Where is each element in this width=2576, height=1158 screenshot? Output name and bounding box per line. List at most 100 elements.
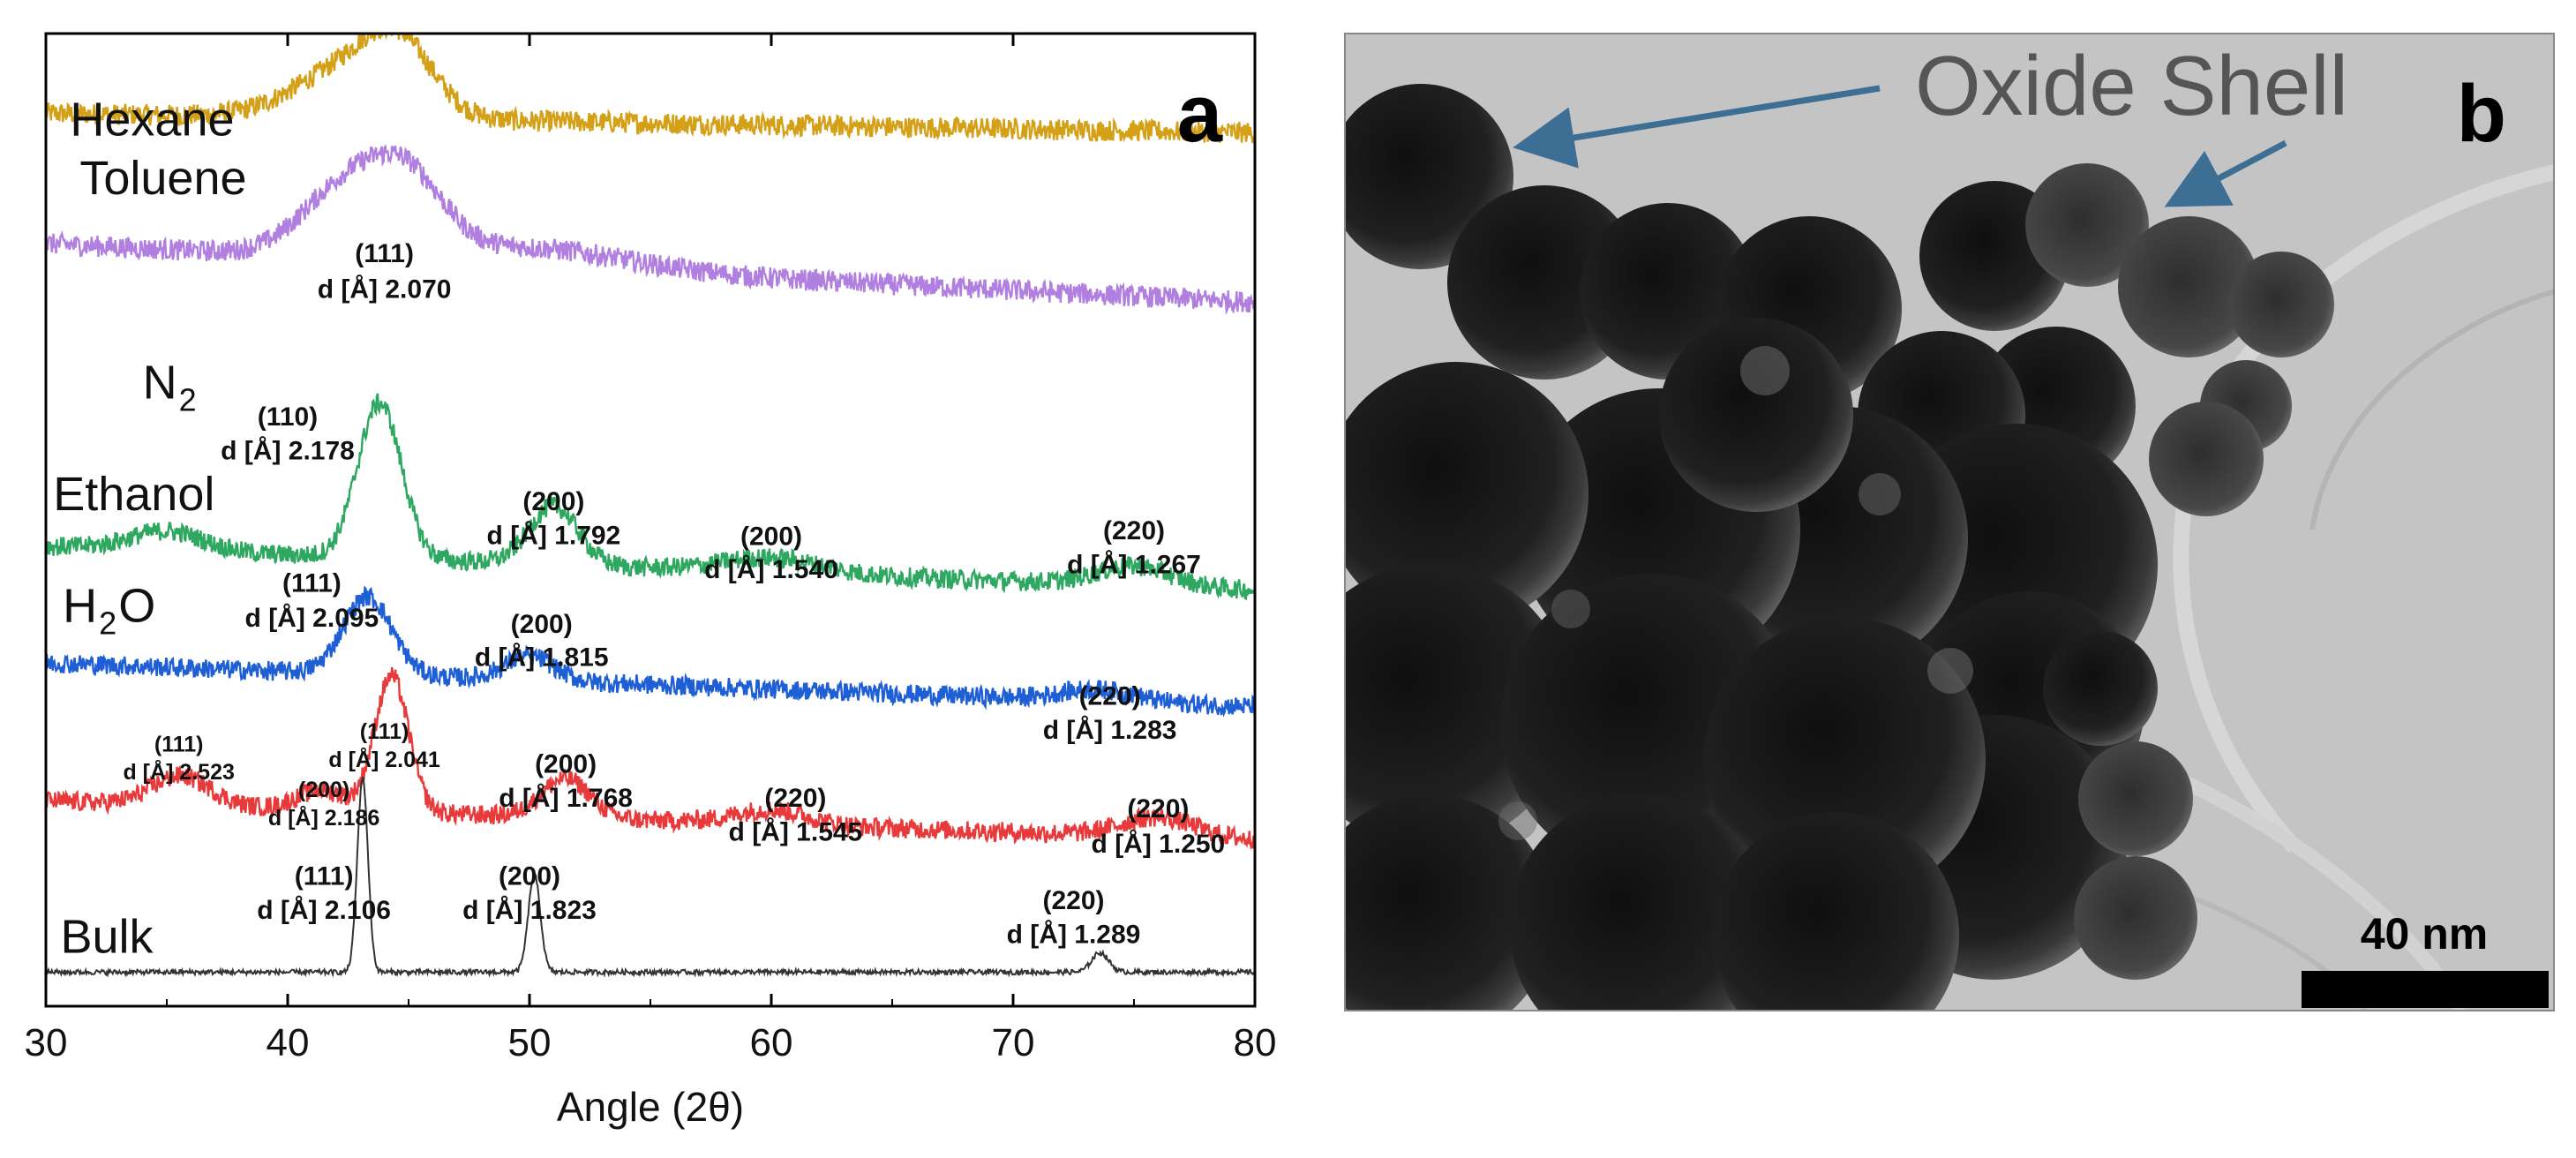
peak-hkl: (220) (764, 784, 826, 813)
oxide-shell-arrow (1513, 85, 1881, 169)
peak-annotation: (200) d [Å] 1.823 (462, 861, 597, 925)
nanoparticle (1509, 794, 1774, 1011)
peak-annotation: (200) d [Å] 1.540 (704, 523, 838, 584)
peak-d-spacing: d [Å] 2.070 (318, 275, 452, 305)
peak-hkl: (200) (298, 778, 349, 802)
shell-region (1927, 648, 1973, 694)
peak-annotation: (111) d [Å] 2.041 (328, 719, 440, 772)
series-line-h2o (46, 666, 1255, 851)
series-line-n2 (46, 393, 1255, 601)
peak-annotation: (200) d [Å] 1.792 (487, 487, 621, 551)
peak-annotation: (111) d [Å] 2.095 (245, 569, 379, 634)
peak-annotation: (111) d [Å] 2.106 (257, 861, 391, 925)
peak-d-spacing: d [Å] 1.792 (487, 522, 621, 551)
peak-hkl: (111) (154, 732, 204, 756)
nanoparticle (2078, 741, 2193, 856)
x-tick-label: 50 (508, 1021, 552, 1064)
peak-annotation: (110) d [Å] 2.178 (221, 402, 355, 466)
tem-frame (1344, 33, 2555, 1011)
shell-region (1740, 346, 1790, 395)
peak-d-spacing: d [Å] 2.041 (328, 747, 440, 772)
scale-bar (2302, 971, 2549, 1008)
x-tick-label: 70 (992, 1021, 1035, 1064)
peak-d-spacing: d [Å] 2.523 (123, 759, 234, 785)
peak-d-spacing: d [Å] 1.250 (1092, 830, 1226, 859)
peak-annotation: (220) d [Å] 1.289 (1007, 886, 1141, 950)
nanoparticle (2074, 856, 2197, 980)
peak-annotation: (200) d [Å] 1.815 (475, 610, 609, 672)
peak-annotation: (220) d [Å] 1.545 (729, 784, 863, 847)
peak-hkl: (200) (499, 861, 560, 891)
x-tick-label: 30 (25, 1021, 68, 1064)
x-axis: 30 40 50 60 70 80 (25, 34, 1277, 1064)
tem-image-panel: Oxide Shell b 40 nm (1345, 34, 2554, 1011)
peak-hkl: (200) (511, 610, 573, 639)
shell-region (1498, 801, 1537, 840)
peak-hkl: (220) (1103, 516, 1165, 545)
peak-hkl: (200) (740, 523, 802, 552)
series-layer (46, 34, 1255, 978)
panel-label-a: a (1177, 69, 1223, 159)
peak-hkl: (220) (1127, 794, 1189, 823)
peak-annotation: (220) d [Å] 1.283 (1043, 681, 1177, 745)
peak-d-spacing: d [Å] 1.267 (1067, 551, 1201, 580)
peak-hkl: (200) (522, 487, 584, 516)
peak-annotation: (200) d [Å] 2.186 (268, 778, 379, 831)
peak-d-spacing: d [Å] 1.289 (1007, 920, 1141, 949)
carbon-film-ring (2309, 289, 2554, 530)
peak-annotation: (111) d [Å] 2.070 (318, 239, 452, 305)
peak-d-spacing: d [Å] 1.823 (462, 896, 597, 925)
series-label-main: N (143, 356, 177, 409)
oxide-shell-label: Oxide Shell (1915, 39, 2348, 133)
series-label-main: Hexane (70, 94, 234, 147)
peak-hkl: (220) (1042, 886, 1104, 915)
x-tick-label: 80 (1234, 1021, 1277, 1064)
peak-annotation: (220) d [Å] 1.250 (1092, 794, 1226, 859)
x-tick-label: 40 (267, 1021, 310, 1064)
nanoparticle (2118, 216, 2259, 357)
peak-annotations: (111) d [Å] 2.070 (110) d [Å] 2.178 (200) d [… (123, 239, 1225, 949)
series-line-ethanol (46, 585, 1255, 718)
peak-d-spacing: d [Å] 1.540 (704, 555, 838, 584)
peak-d-spacing: d [Å] 2.178 (221, 437, 355, 466)
nanoparticle (2228, 252, 2334, 357)
series-line-toluene (46, 144, 1255, 315)
series-label-main: Bulk (60, 910, 154, 963)
series-line-hexane (46, 34, 1255, 144)
series-label-subscript: 2 (179, 381, 197, 417)
peak-d-spacing: d [Å] 1.815 (475, 643, 609, 672)
peak-d-spacing: d [Å] 2.106 (257, 896, 391, 925)
series-label-main: Toluene (79, 152, 246, 205)
nanoparticle-agglomerate (1345, 84, 2334, 1011)
nanoparticle (1345, 794, 1553, 1011)
series-label-main: H (63, 580, 97, 633)
shell-region (1551, 590, 1590, 628)
peak-hkl: (220) (1079, 681, 1141, 711)
nanoparticle (2025, 163, 2149, 287)
plot-area (46, 34, 1255, 1006)
nanoparticle (1345, 362, 1588, 627)
peak-annotation: (220) d [Å] 1.267 (1067, 516, 1201, 580)
x-tick-label: 60 (750, 1021, 793, 1064)
panel-label-b: b (2457, 69, 2506, 159)
series-label-toluene: Toluene (79, 152, 246, 205)
series-label-subscript: 2 (99, 605, 116, 642)
x-axis-label: Angle (2θ) (557, 1084, 744, 1130)
peak-d-spacing: d [Å] 2.186 (268, 805, 379, 831)
nanoparticle (2043, 631, 2158, 746)
peak-hkl: (111) (295, 861, 354, 891)
series-label-main: Ethanol (53, 468, 214, 521)
peak-d-spacing: d [Å] 1.545 (729, 818, 863, 847)
oxide-shell-arrow (2164, 139, 2287, 207)
series-line-bulk (46, 776, 1255, 978)
peak-d-spacing: d [Å] 2.095 (245, 604, 379, 633)
peak-hkl: (200) (535, 750, 597, 779)
series-label-hexane: Hexane (70, 94, 234, 147)
peak-d-spacing: d [Å] 1.768 (499, 784, 633, 813)
series-label-tail: O (118, 580, 155, 633)
peak-hkl: (111) (360, 719, 409, 744)
